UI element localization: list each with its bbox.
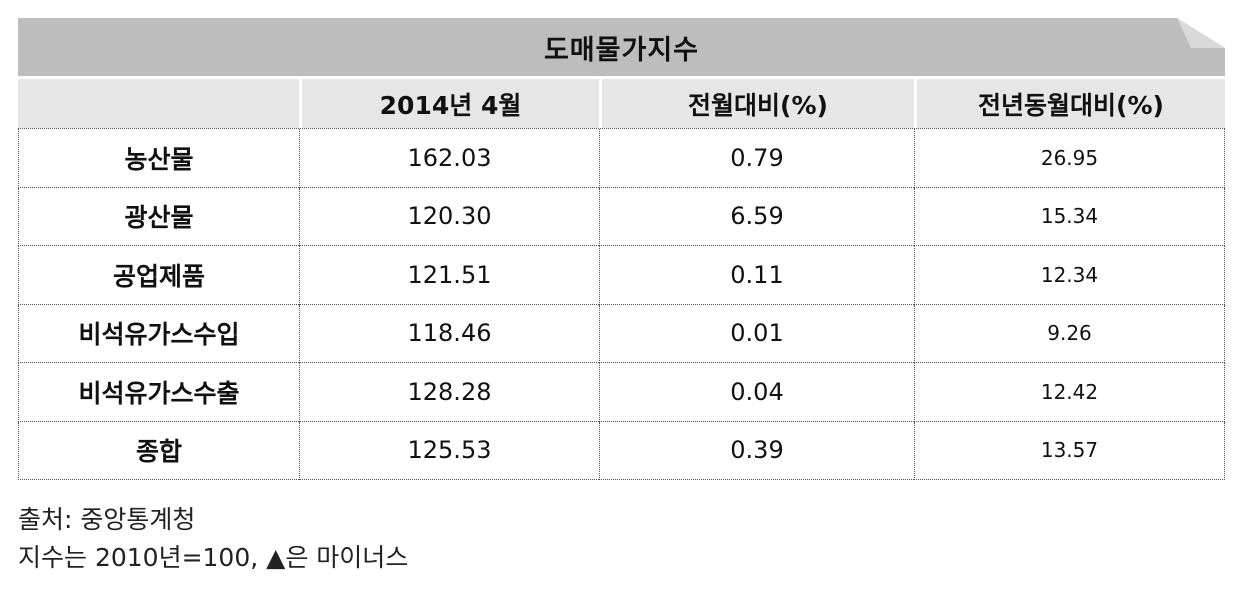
row-mom: 0.04 xyxy=(599,363,914,422)
column-header-label xyxy=(18,76,299,128)
row-value: 118.46 xyxy=(299,304,599,363)
page-curl-icon xyxy=(1177,18,1225,48)
row-mom: 0.79 xyxy=(599,129,914,188)
row-value: 125.53 xyxy=(299,421,599,480)
row-label: 광산물 xyxy=(18,187,299,246)
row-yoy: 9.26 xyxy=(914,304,1225,363)
price-index-table: 도매물가지수 2014년 4월 전월대비(%) 전년동월대비(%) 농산물 16… xyxy=(18,18,1225,480)
index-note: 지수는 2010년=100, ▲은 마이너스 xyxy=(18,543,409,572)
table-body: 농산물 162.03 0.79 26.95 광산물 120.30 6.59 15… xyxy=(18,128,1225,480)
row-yoy: 12.34 xyxy=(914,246,1225,305)
row-yoy: 13.57 xyxy=(914,421,1225,480)
row-label: 비석유가스수출 xyxy=(18,363,299,422)
column-header-mom: 전월대비(%) xyxy=(599,76,914,128)
row-value: 162.03 xyxy=(299,129,599,188)
row-value: 128.28 xyxy=(299,363,599,422)
column-header-value: 2014년 4월 xyxy=(299,76,599,128)
row-label: 농산물 xyxy=(18,129,299,188)
row-mom: 6.59 xyxy=(599,187,914,246)
table-title-bar: 도매물가지수 xyxy=(18,18,1225,76)
row-value: 120.30 xyxy=(299,187,599,246)
table-title: 도매물가지수 xyxy=(543,34,700,66)
row-mom: 0.39 xyxy=(599,421,914,480)
row-label: 종합 xyxy=(18,421,299,480)
row-yoy: 15.34 xyxy=(914,187,1225,246)
row-mom: 0.01 xyxy=(599,304,914,363)
row-mom: 0.11 xyxy=(599,246,914,305)
source-note: 출처: 중앙통계청 xyxy=(18,505,196,534)
header-row: 2014년 4월 전월대비(%) 전년동월대비(%) xyxy=(18,76,1225,128)
row-yoy: 26.95 xyxy=(914,129,1225,188)
row-yoy: 12.42 xyxy=(914,363,1225,422)
row-value: 121.51 xyxy=(299,246,599,305)
column-header-yoy: 전년동월대비(%) xyxy=(914,76,1225,128)
row-label: 공업제품 xyxy=(18,246,299,305)
row-label: 비석유가스수입 xyxy=(18,304,299,363)
